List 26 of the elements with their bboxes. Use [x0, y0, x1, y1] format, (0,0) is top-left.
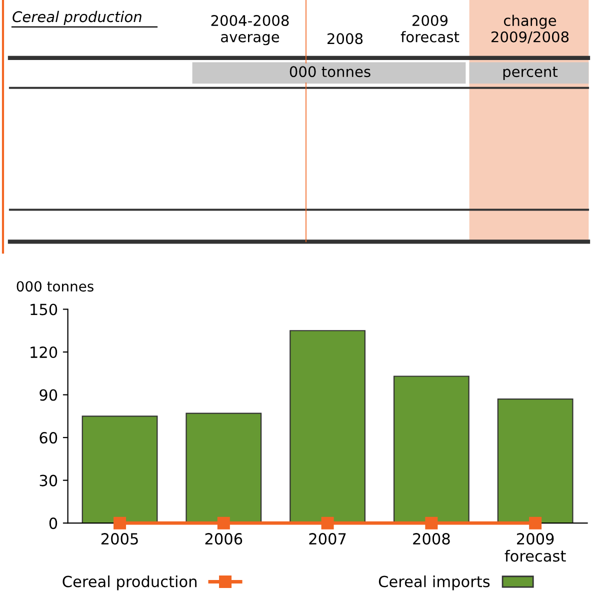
text: 2008 — [328, 33, 363, 44]
text: 2009 forecast — [400, 15, 460, 42]
bar — [82, 416, 158, 524]
text: 2004-2008 average — [211, 15, 289, 46]
y-tick-label: 60 — [40, 432, 58, 444]
y-tick-label: 120 — [30, 346, 58, 358]
bar — [186, 412, 262, 524]
text: Cereal production — [12, 10, 142, 26]
y-axis-title: 000 tonnes — [16, 281, 94, 292]
x-tick-label: 2009 forecast — [504, 533, 566, 562]
y-tick-label: 30 — [40, 474, 58, 486]
text: percent — [503, 66, 558, 80]
legend-label: Cereal production — [62, 575, 196, 590]
y-tick-label: 0 — [49, 518, 58, 530]
bar — [393, 376, 470, 524]
text: 000 tonnes — [290, 66, 370, 78]
x-tick-label: 2005 — [101, 533, 138, 545]
text: change 2009/2008 — [492, 14, 569, 44]
bar — [497, 398, 574, 524]
y-tick-label: 150 — [30, 304, 58, 316]
x-tick-label: 2007 — [309, 533, 346, 545]
y-tick-label: 90 — [40, 389, 58, 401]
x-tick-label: 2006 — [205, 533, 242, 545]
legend-label: Cereal imports — [378, 575, 490, 590]
bar — [290, 330, 366, 524]
x-tick-label: 2008 — [413, 533, 450, 545]
